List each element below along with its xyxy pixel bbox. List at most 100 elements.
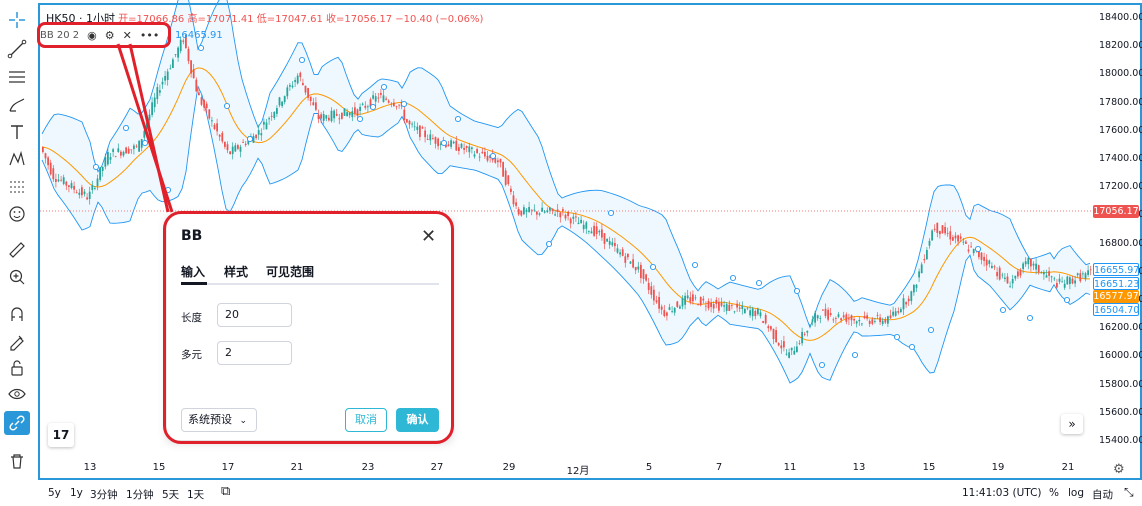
- candle-body: [55, 179, 57, 182]
- candle-body: [213, 124, 216, 130]
- text-icon[interactable]: [4, 120, 30, 144]
- candle-body: [796, 346, 798, 353]
- candle-body: [299, 72, 302, 78]
- price-tick: 18000.00: [1099, 68, 1142, 80]
- candle-body: [86, 197, 88, 200]
- visibility-icon[interactable]: [4, 383, 30, 407]
- defaults-dropdown[interactable]: 系统预设 ⌄: [181, 408, 257, 432]
- candle-body: [348, 112, 351, 116]
- candle-body: [629, 261, 632, 264]
- tab-visibility[interactable]: 可见范围: [266, 265, 315, 279]
- percent-toggle[interactable]: %: [1049, 487, 1059, 499]
- candle-body: [419, 125, 421, 137]
- pattern-icon[interactable]: [4, 147, 30, 171]
- candle-body: [850, 315, 853, 321]
- band-anchor: [356, 115, 364, 123]
- close-icon[interactable]: ✕: [122, 28, 132, 42]
- band-anchor: [691, 261, 699, 269]
- ruler-icon[interactable]: [4, 238, 30, 262]
- bb-lower-line: [41, 84, 1091, 384]
- horizontal-lines-icon[interactable]: [4, 65, 30, 89]
- price-tick: 18200.00: [1099, 40, 1142, 52]
- range-3min[interactable]: 3分钟: [90, 489, 118, 501]
- cancel-button[interactable]: 取消: [345, 408, 387, 432]
- axis-settings-icon[interactable]: ⚙: [1113, 462, 1125, 477]
- close-icon[interactable]: ✕: [421, 226, 437, 247]
- candle-body: [822, 309, 824, 311]
- candle-body: [840, 318, 842, 321]
- candle-body: [814, 312, 816, 323]
- length-input[interactable]: 20: [217, 303, 292, 327]
- crosshair-icon[interactable]: [4, 8, 30, 32]
- candle-body: [252, 136, 255, 143]
- candle-body: [257, 130, 260, 135]
- confirm-button[interactable]: 确认: [396, 408, 439, 432]
- candle-body: [268, 118, 270, 120]
- zoom-in-icon[interactable]: [4, 265, 30, 289]
- candle-body: [361, 103, 364, 105]
- candle-body: [330, 110, 333, 122]
- candle-body: [70, 183, 73, 189]
- emoji-icon[interactable]: [4, 202, 30, 226]
- candle-body: [510, 188, 512, 192]
- eye-icon[interactable]: ◉: [87, 28, 97, 42]
- price-tick: 17800.00: [1099, 96, 1142, 108]
- calendar-icon[interactable]: ⧉: [221, 484, 231, 499]
- link-icon[interactable]: [4, 411, 30, 435]
- symbol-name[interactable]: HK50 · 1小时: [46, 12, 115, 25]
- candle-body: [920, 264, 923, 274]
- scroll-to-realtime-button[interactable]: »: [1061, 414, 1083, 434]
- multiplier-input[interactable]: 2: [217, 341, 292, 365]
- candle-body: [91, 185, 94, 191]
- candle-body: [221, 132, 224, 142]
- more-icon[interactable]: •••: [139, 28, 160, 42]
- clock-time[interactable]: 11:41:03 (UTC): [962, 487, 1042, 499]
- band-anchor: [122, 124, 130, 132]
- candle-body: [686, 295, 689, 299]
- range-1d[interactable]: 1天: [187, 489, 205, 501]
- candle-body: [907, 298, 910, 302]
- range-1y[interactable]: 1y: [70, 487, 83, 499]
- auto-toggle[interactable]: 自动: [1092, 489, 1113, 501]
- magnet-icon[interactable]: [4, 302, 30, 326]
- trend-line-icon[interactable]: [4, 37, 30, 61]
- candle-body: [307, 88, 309, 98]
- candle-body: [234, 145, 237, 152]
- log-toggle[interactable]: log: [1068, 487, 1085, 499]
- candle-body: [364, 105, 367, 108]
- chart-pane[interactable]: [38, 3, 1142, 480]
- candle-body: [1040, 272, 1043, 274]
- candle-body: [447, 144, 450, 147]
- zoom-reset-icon[interactable]: ⤡: [1124, 485, 1134, 499]
- unlock-icon[interactable]: [4, 356, 30, 380]
- band-anchor: [440, 139, 448, 147]
- candle-body: [816, 315, 819, 319]
- lock-drawing-icon[interactable]: [4, 329, 30, 353]
- bb-lower-tag: 16504.70: [1093, 303, 1140, 316]
- trash-icon[interactable]: [4, 449, 30, 473]
- candle-body: [312, 102, 315, 106]
- indicator-legend[interactable]: BB 20 2 ◉ ⚙ ✕ •••: [40, 26, 159, 44]
- price-tick: 17400.00: [1099, 153, 1142, 164]
- candle-body: [109, 157, 112, 160]
- range-5y[interactable]: 5y: [48, 487, 61, 499]
- candle-body: [112, 149, 114, 152]
- tradingview-logo[interactable]: 17: [48, 423, 74, 447]
- candle-body: [582, 224, 585, 230]
- range-5d[interactable]: 5天: [162, 489, 180, 501]
- candle-body: [81, 187, 83, 196]
- candle-body: [107, 152, 109, 165]
- gear-icon[interactable]: ⚙: [104, 28, 115, 42]
- current-price-tag: 17056.17: [1093, 205, 1139, 218]
- tab-inputs[interactable]: 输入: [181, 265, 206, 279]
- candle-body: [933, 228, 936, 230]
- candle-body: [211, 120, 213, 122]
- candle-body: [1082, 273, 1084, 275]
- tab-style[interactable]: 样式: [224, 265, 249, 279]
- range-1min[interactable]: 1分钟: [126, 489, 154, 501]
- indicator-name[interactable]: BB 20 2: [40, 29, 80, 41]
- brush-icon[interactable]: [4, 93, 30, 117]
- candle-body: [988, 260, 991, 264]
- candle-body: [226, 144, 229, 151]
